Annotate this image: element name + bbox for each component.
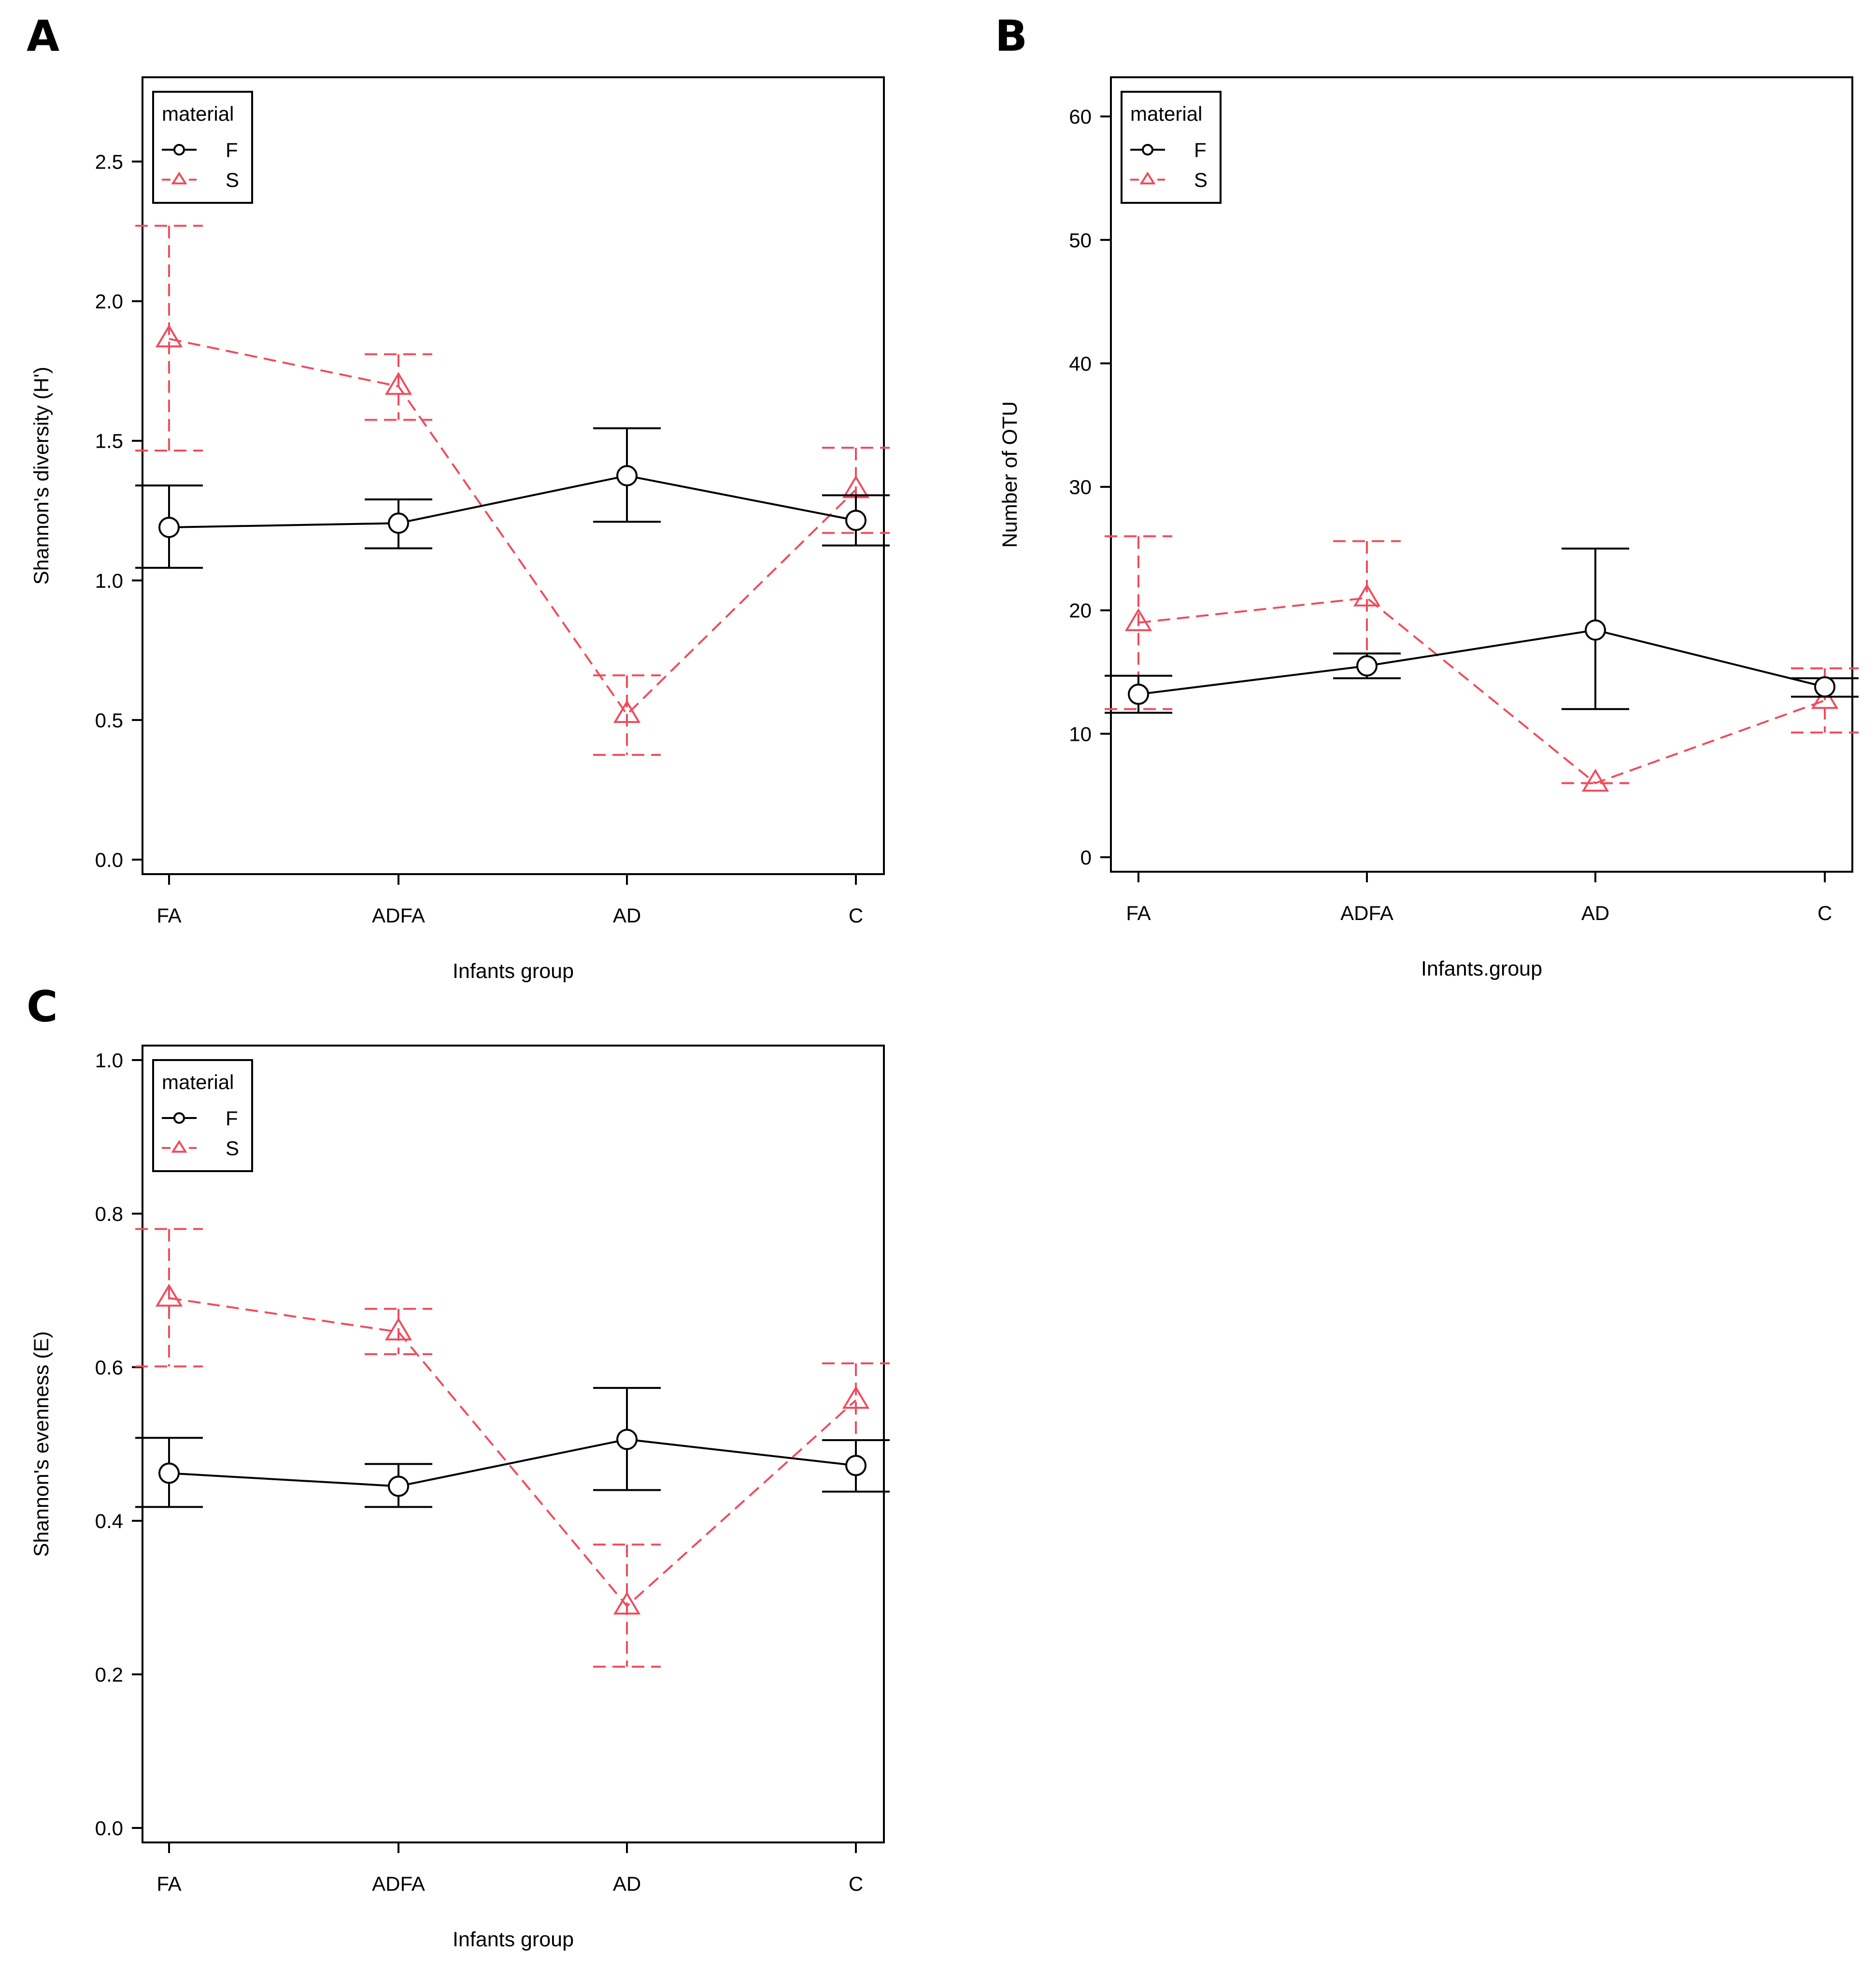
panel-b-plot-frame [1110,76,1853,873]
panel-b-series-s-line [1138,597,1825,784]
panel-b-series-f-point [1814,676,1835,698]
panel-c-series-f-point [616,1429,638,1450]
panel-b-series-f-point [1585,619,1606,641]
panel-a-x-tick-label: ADFA [372,904,425,927]
panel-c-legend-title: material [162,1071,234,1093]
panel-a-y-tick-label: 0.0 [95,849,123,871]
panel-a-series-f-point [616,465,638,486]
panel-c-y-tick-label: 0.4 [95,1510,123,1532]
panel-c-series-f-point [158,1462,180,1484]
panel-c-legend-label-f: F [226,1107,238,1130]
panel-b-series-f-line [1138,629,1825,695]
panel-letter-a: A [27,11,59,61]
panel-c-series-f-point [388,1475,409,1497]
panel-b-legend-box [1121,91,1222,204]
panel-a-series-s-point [155,324,183,348]
panel-c-series-s-point [155,1283,183,1307]
panel-a-series-f-point [158,516,180,538]
panel-a-x-tick-label: AD [613,904,641,927]
panel-a-x-tick-label: C [849,904,863,927]
panel-a-y-tick-label: 1.5 [95,430,123,453]
panel-b-x-tick-label: FA [1126,902,1151,924]
panel-b-series-f-point [1128,683,1149,705]
panel-b-series-s-point [1124,608,1152,631]
panel-b-y-tick-label: 0 [1080,846,1092,869]
panel-letter-c: C [27,982,58,1032]
panel-a-series-s-point [384,372,412,395]
panel-a-series-s-point [613,700,641,723]
panel-b-series-s-point [1353,583,1381,607]
panel-a-y-tick-label: 1.0 [95,569,123,592]
panel-a-y-tick-label: 2.0 [95,290,123,313]
panel-a-legend-box [152,91,253,204]
panel-a-chart: 0.0 0.5 1.0 1.5 2.0 2.5 FA ADFA AD C Infants group… [30,76,890,983]
panel-b-legend-title: material [1130,102,1202,125]
panel-b-legend-marker-f [1142,144,1153,156]
panel-c-x-tick-label: FA [156,1872,181,1895]
panel-a-series-s-line [169,338,857,716]
panel-b-y-tick-label: 30 [1069,476,1092,498]
panel-b-legend-label-f: F [1194,139,1207,161]
panel-b-y-tick-label: 20 [1069,599,1092,622]
panel-b-y-tick-label: 40 [1069,352,1092,375]
panel-c-legend-marker-f [173,1112,185,1124]
panel-a-series-f-line [169,474,856,528]
panel-b-x-tick-label: ADFA [1340,902,1393,924]
panel-b-x-tick-label: AD [1581,902,1609,924]
panel-c-y-tick-label: 1.0 [95,1049,123,1072]
panel-b-x-axis-title: Infants.group [1421,957,1542,980]
panel-a-series-f-point [388,512,409,534]
panel-a-legend-label-s: S [226,169,239,191]
panel-a-legend-title: material [162,102,234,125]
panel-c-x-tick-label: AD [613,1872,641,1895]
panel-b-y-tick-label: 50 [1069,229,1092,252]
panel-c-x-tick-label: C [849,1872,863,1895]
panel-c-series-s-point [384,1317,412,1341]
panel-b-y-axis-title: Number of OTU [998,401,1022,548]
panel-a-series-f-point [845,510,867,531]
panel-c-series-s-point [842,1386,870,1409]
panel-c-series-s-point [613,1591,641,1615]
panel-c-y-tick-label: 0.6 [95,1356,123,1379]
panel-b-series-s-point [1811,686,1839,709]
panel-c-x-tick-label: ADFA [372,1872,425,1895]
panel-a-y-tick-label: 2.5 [95,151,123,173]
panel-a-y-axis-title: Shannon's diversity (H') [30,367,53,584]
panel-a-legend-marker-s [171,171,187,184]
panel-c-series-f-point [845,1455,867,1476]
panel-b-y-tick-label: 10 [1069,722,1092,745]
panel-letter-b: B [995,11,1027,61]
panel-c-legend-marker-s [171,1140,187,1153]
panel-b-y-tick-label: 60 [1069,105,1092,128]
panel-a-legend-label-f: F [226,139,238,161]
panel-a-x-tick-label: FA [156,904,181,927]
panel-c-y-tick-label: 0.2 [95,1663,123,1686]
panel-c-series-f-line [169,1438,856,1487]
panel-c-legend-label-s: S [226,1137,239,1160]
panel-a-x-axis-title: Infants group [453,960,574,983]
panel-b-series-f-point [1356,655,1378,677]
panel-c-y-tick-label: 0.0 [95,1817,123,1840]
panel-b-legend-marker-s [1139,171,1156,184]
panel-b-series-s-point [1581,768,1609,792]
panel-b-x-tick-label: C [1818,902,1832,924]
panel-c-y-axis-title: Shannon's evenness (E) [30,1331,53,1557]
panel-a-y-tick-label: 0.5 [95,709,123,732]
panel-c-y-tick-label: 0.8 [95,1203,123,1225]
panel-b-chart: 0 10 20 30 40 50 60 FA ADFA AD C Infants.group Numbe… [998,76,1859,980]
panel-b-legend-label-s: S [1194,169,1208,191]
panel-c-chart: 0.0 0.2 0.4 0.6 0.8 1.0 FA ADFA AD C Infants group… [30,1045,890,1951]
panel-c-legend-box [152,1059,253,1172]
panel-c-series-s-line [169,1297,857,1608]
panel-a-plot-frame [142,76,885,875]
panel-c-plot-frame [142,1045,885,1843]
panel-a-legend-marker-f [173,144,185,156]
panel-c-x-axis-title: Infants group [453,1928,574,1951]
